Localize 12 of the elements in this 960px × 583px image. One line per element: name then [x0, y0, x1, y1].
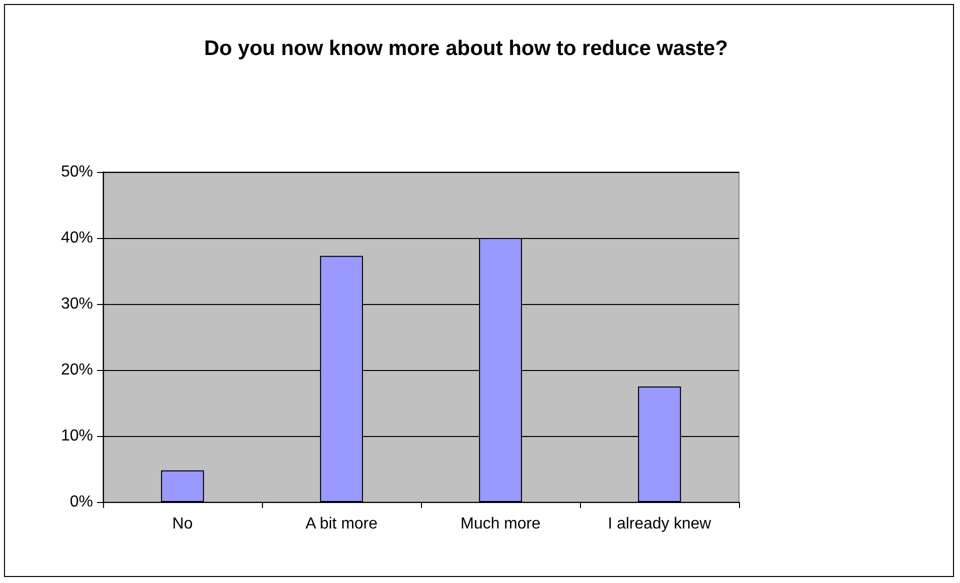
x-tick-label: I already knew [608, 516, 712, 532]
y-tick-label: 10% [60, 428, 93, 444]
y-tick-label: 30% [60, 296, 93, 312]
y-tick-label: 0% [70, 494, 93, 510]
x-tick-label: Much more [460, 516, 541, 532]
chart-title: Do you now know more about how to reduce waste? [203, 36, 729, 62]
bar [161, 470, 204, 502]
y-tick-label: 20% [60, 362, 93, 378]
x-tick-label: A bit more [305, 516, 378, 532]
y-tick-label: 50% [60, 164, 93, 180]
x-tick-label: No [172, 516, 193, 532]
y-tick-label: 40% [60, 230, 93, 246]
